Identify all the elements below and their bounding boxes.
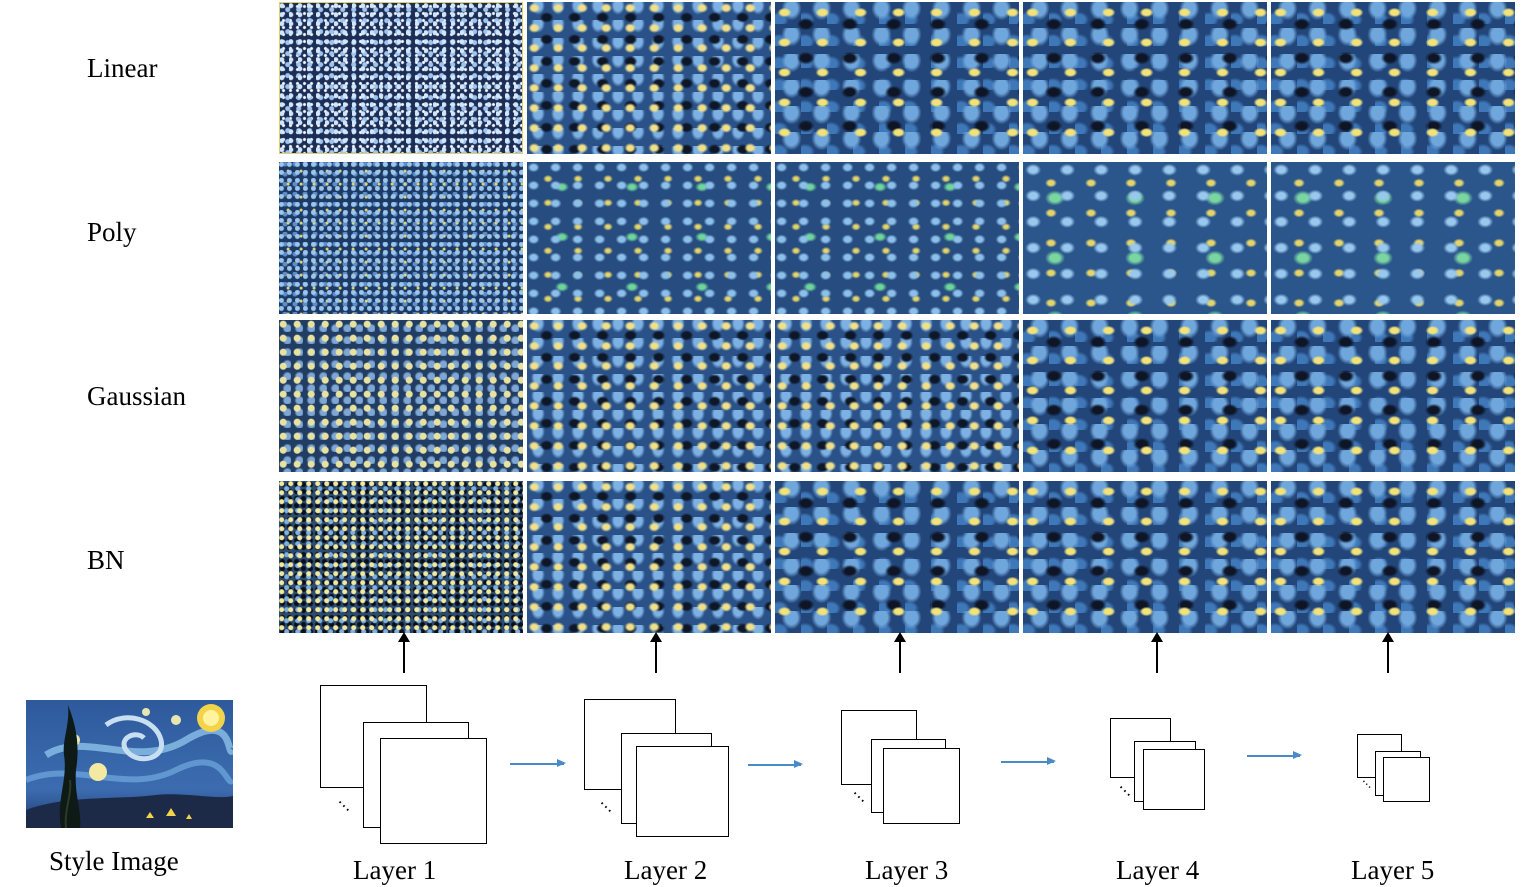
texture-bn-layer-2 xyxy=(527,481,771,633)
texture-poly-layer-1 xyxy=(279,162,523,314)
arrow-up-layer-4 xyxy=(1151,632,1163,673)
feature-map-layer-2-front xyxy=(636,746,729,837)
arrow-up-layer-2 xyxy=(650,632,662,673)
texture-gaussian-layer-3 xyxy=(775,320,1019,472)
texture-gaussian-layer-4 xyxy=(1023,320,1267,472)
texture-gaussian-layer-2 xyxy=(527,320,771,472)
layer-label-4: Layer 4 xyxy=(1116,855,1200,885)
texture-bn-layer-3 xyxy=(775,481,1019,633)
layer-label-3: Layer 3 xyxy=(865,855,949,885)
row-label-linear: Linear xyxy=(87,53,158,83)
layer-label-2: Layer 2 xyxy=(624,855,708,885)
texture-linear-layer-2 xyxy=(527,2,771,154)
texture-bn-layer-5 xyxy=(1271,481,1515,633)
texture-linear-layer-4 xyxy=(1023,2,1267,154)
ellipsis-layer-2: ⋯ xyxy=(593,794,619,820)
texture-gaussian-layer-5 xyxy=(1271,320,1515,472)
texture-poly-layer-4 xyxy=(1023,162,1267,314)
arrow-up-layer-3 xyxy=(894,632,906,673)
texture-poly-layer-3 xyxy=(775,162,1019,314)
row-label-gaussian: Gaussian xyxy=(87,381,186,411)
texture-bn-layer-1 xyxy=(279,481,523,633)
ellipsis-layer-1: ⋯ xyxy=(331,793,357,819)
row-label-bn: BN xyxy=(87,545,125,575)
layer-label-5: Layer 5 xyxy=(1351,855,1435,885)
texture-linear-layer-1 xyxy=(279,2,523,154)
feature-map-layer-5-front xyxy=(1383,757,1430,802)
arrow-layer-4-to-5 xyxy=(1247,752,1302,758)
texture-gaussian-layer-1 xyxy=(279,320,523,472)
feature-map-layer-3-front xyxy=(883,748,960,824)
ellipsis-layer-5: ⋯ xyxy=(1357,774,1377,794)
texture-linear-layer-3 xyxy=(775,2,1019,154)
texture-linear-layer-5 xyxy=(1271,2,1515,154)
arrow-layer-1-to-2 xyxy=(510,760,566,766)
texture-poly-layer-5 xyxy=(1271,162,1515,314)
arrow-layer-3-to-4 xyxy=(1001,758,1056,764)
ellipsis-layer-3: ⋯ xyxy=(846,784,872,810)
feature-map-layer-1-front xyxy=(380,738,487,844)
style-image-starry-night xyxy=(26,700,233,828)
feature-map-layer-4-front xyxy=(1143,749,1205,810)
texture-bn-layer-4 xyxy=(1023,481,1267,633)
style-image-caption: Style Image xyxy=(49,846,179,876)
arrow-up-layer-1 xyxy=(398,632,410,673)
layer-label-1: Layer 1 xyxy=(353,855,437,885)
arrow-layer-2-to-3 xyxy=(748,761,803,767)
ellipsis-layer-4: ⋯ xyxy=(1112,778,1138,804)
arrow-up-layer-5 xyxy=(1382,632,1394,673)
row-label-poly: Poly xyxy=(87,217,137,247)
texture-poly-layer-2 xyxy=(527,162,771,314)
